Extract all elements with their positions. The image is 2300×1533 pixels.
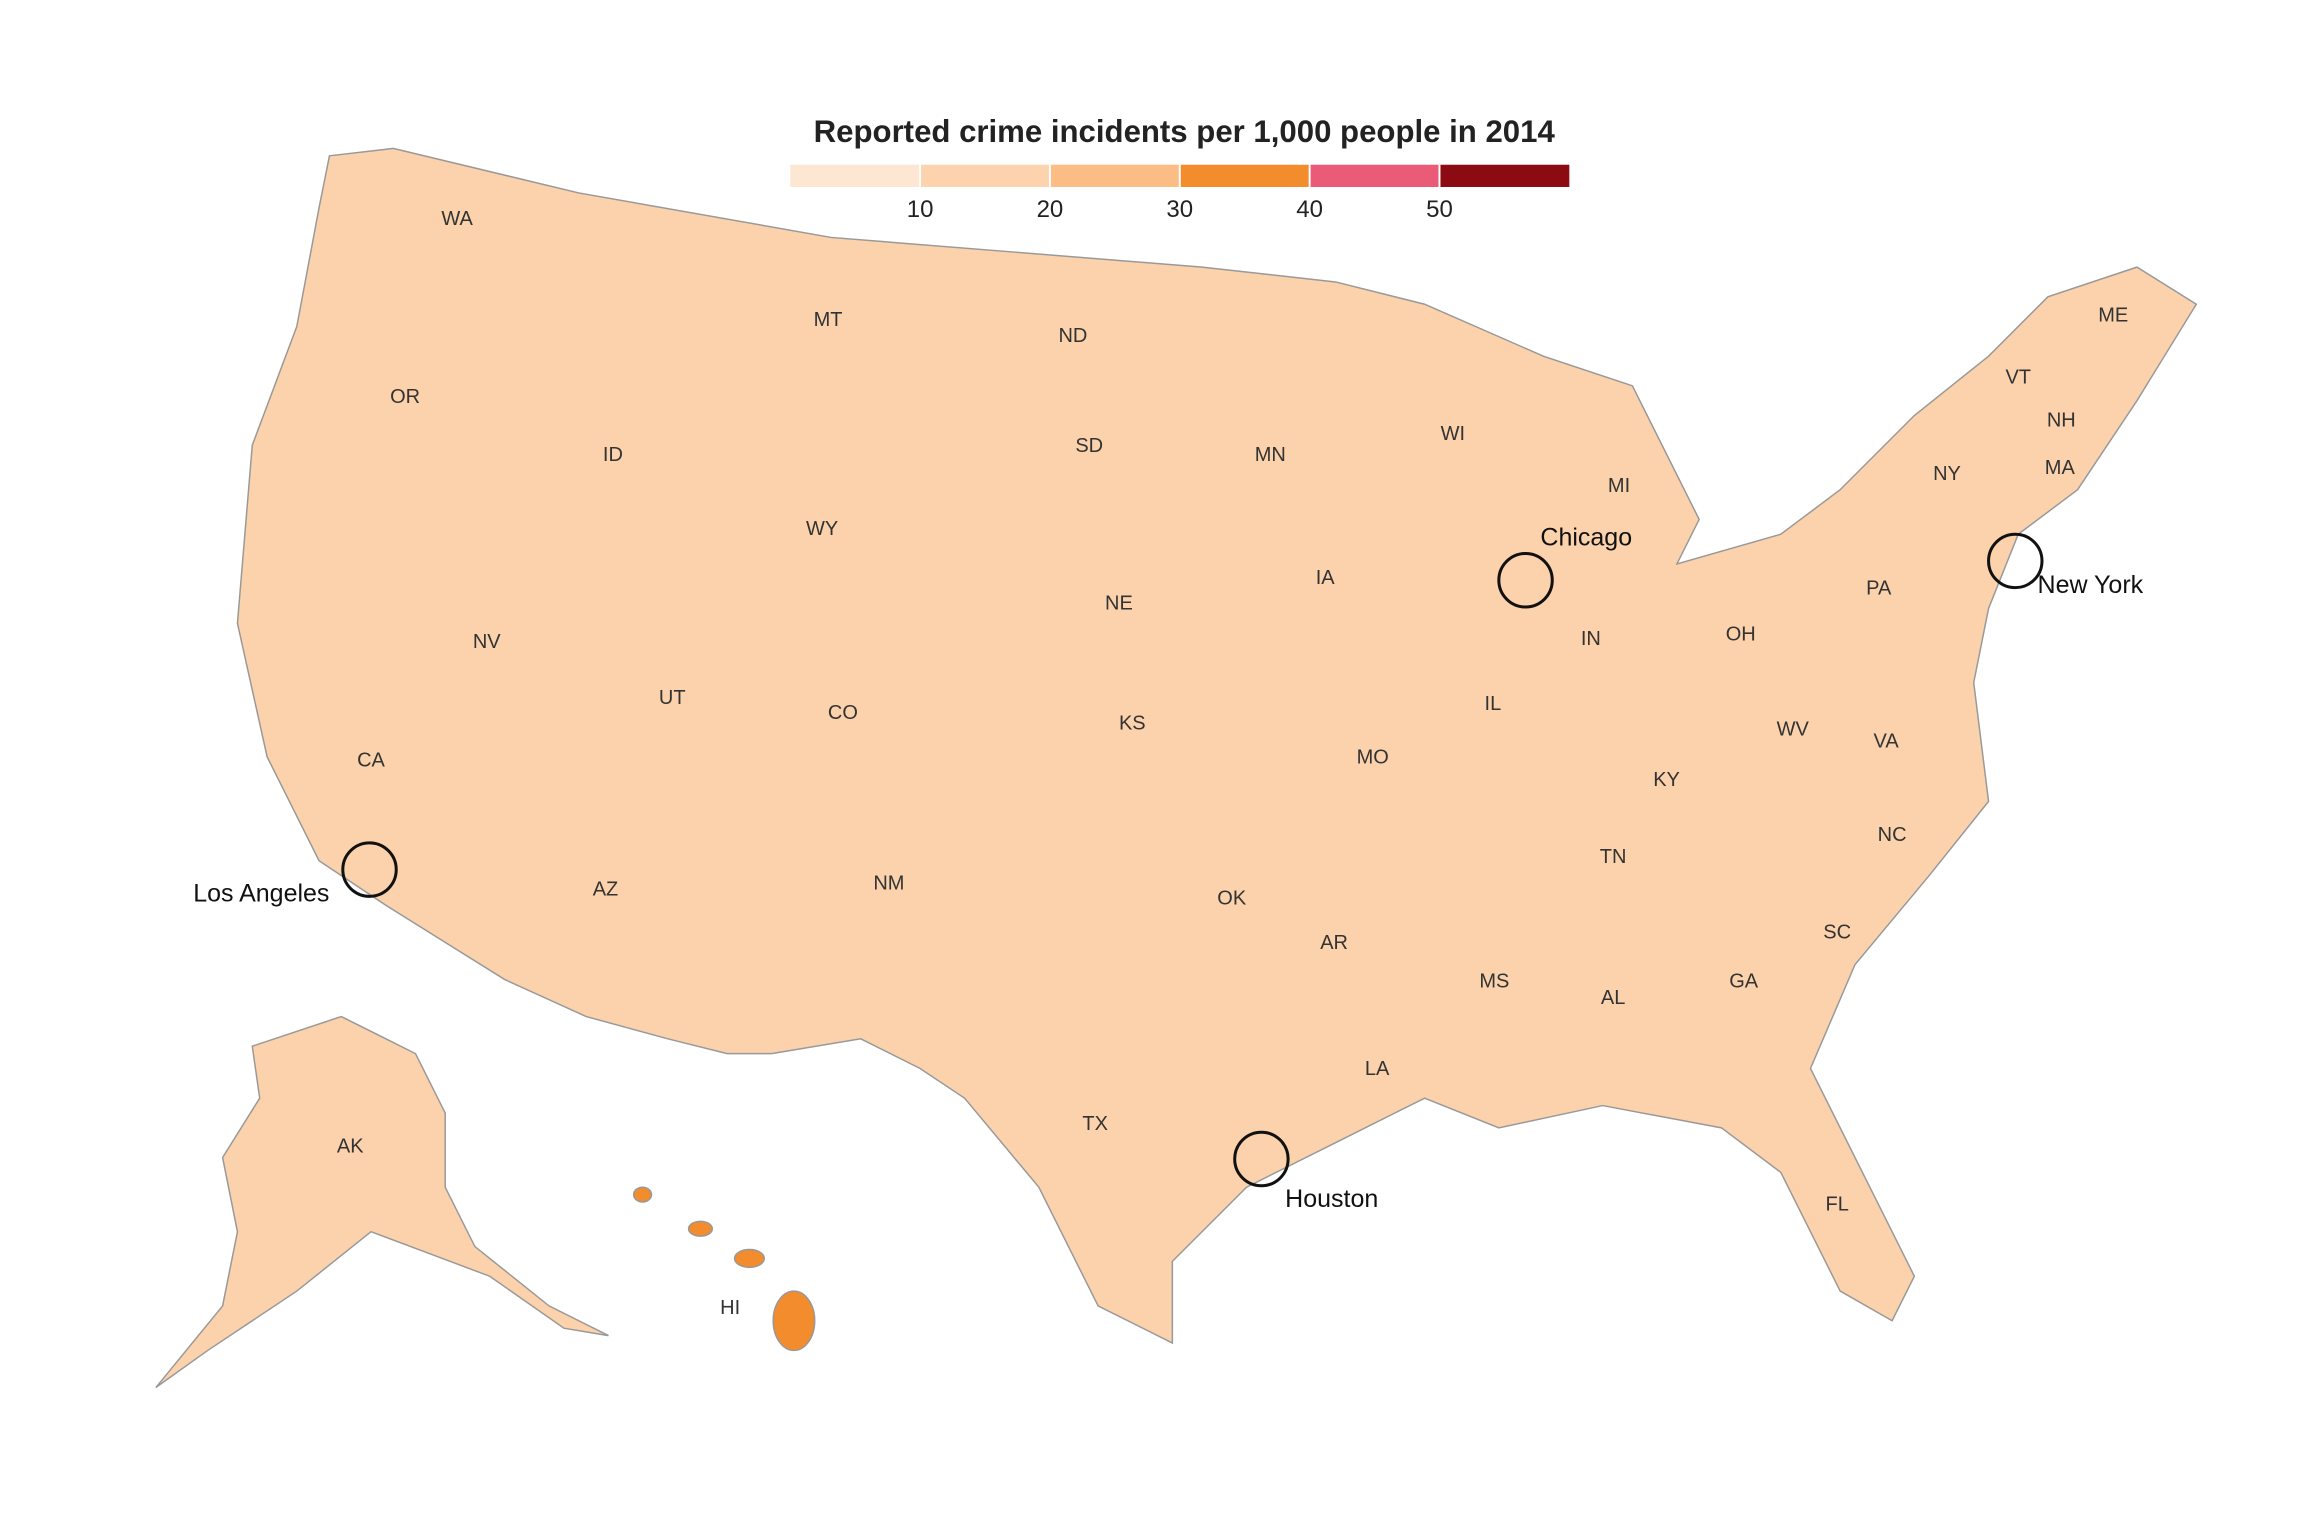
state-label: NY (1933, 463, 1961, 485)
legend-tick-label: 40 (1296, 196, 1323, 223)
city-circle (1987, 532, 2044, 590)
legend-swatch (790, 164, 921, 187)
legend-swatch (1179, 164, 1310, 187)
map-shapes (155, 147, 2198, 1389)
legend-swatch (920, 164, 1050, 187)
city-label: Houston (1285, 1185, 1378, 1213)
alaska (155, 1015, 609, 1389)
legend-tick-label: 50 (1426, 196, 1453, 223)
hawaii-island (772, 1290, 816, 1352)
state-label: KS (1119, 712, 1146, 734)
state-label: IL (1485, 693, 1502, 715)
state-label: NM (873, 873, 904, 895)
state-label: NH (2047, 410, 2076, 432)
state-label: CA (357, 750, 385, 772)
state-label: HI (720, 1297, 740, 1319)
state-label: IA (1316, 567, 1336, 589)
state-label: TN (1600, 846, 1627, 868)
state-label: AR (1320, 932, 1348, 954)
state-label: SD (1075, 435, 1103, 457)
state-label: AK (337, 1135, 364, 1157)
state-label: GA (1729, 971, 1759, 993)
state-label: WA (441, 208, 473, 230)
state-label: LA (1365, 1058, 1390, 1080)
state-label: OH (1726, 623, 1756, 645)
city-circle (1233, 1130, 1290, 1188)
state-label: OR (390, 386, 420, 408)
city-circle (1497, 552, 1554, 609)
state-label: ND (1058, 325, 1087, 347)
legend-swatch (1049, 164, 1180, 187)
state-label: MO (1357, 747, 1389, 769)
legend-swatch (1309, 164, 1440, 187)
state-label: PA (1866, 577, 1892, 599)
state-label: MA (2045, 457, 2076, 479)
state-label: WY (806, 518, 838, 540)
state-label: IN (1581, 628, 1601, 650)
city-label: Los Angeles (193, 879, 329, 907)
state-label: KY (1653, 769, 1680, 791)
state-label: VT (2005, 367, 2031, 389)
state-label: MT (814, 309, 843, 331)
state-label: OK (1217, 888, 1247, 910)
state-label: UT (659, 687, 686, 709)
state-label: MS (1479, 971, 1509, 993)
city-label: Chicago (1540, 523, 1632, 551)
legend-swatch (1439, 164, 1570, 187)
state-label: NC (1878, 824, 1907, 846)
state-label: ME (2098, 304, 2128, 326)
state-label: VA (1874, 730, 1900, 752)
hawaii-island (632, 1186, 653, 1203)
hawaii-island (733, 1248, 766, 1269)
legend-tick-label: 20 (1037, 196, 1064, 223)
legend-tick-label: 30 (1166, 196, 1193, 223)
state-label: FL (1826, 1193, 1849, 1215)
legend-title: Reported crime incidents per 1,000 peopl… (814, 114, 1556, 149)
state-label: WI (1441, 423, 1465, 445)
state-label: MI (1608, 475, 1630, 497)
state-label: NE (1105, 592, 1133, 614)
state-label: NV (473, 631, 501, 653)
city-circle (341, 841, 398, 898)
state-label: MN (1255, 444, 1286, 466)
state-label: ID (603, 444, 623, 466)
state-label: SC (1823, 922, 1851, 944)
city-label: New York (2038, 571, 2144, 599)
state-label: CO (828, 702, 858, 724)
state-label: AZ (593, 879, 619, 901)
state-label: WV (1777, 718, 1810, 740)
contiguous-us (236, 147, 2198, 1345)
legend-tick-label: 10 (907, 196, 934, 223)
state-label: TX (1082, 1113, 1108, 1135)
state-label: AL (1601, 987, 1625, 1009)
hawaii-island (687, 1220, 714, 1237)
hawaii (632, 1186, 816, 1352)
